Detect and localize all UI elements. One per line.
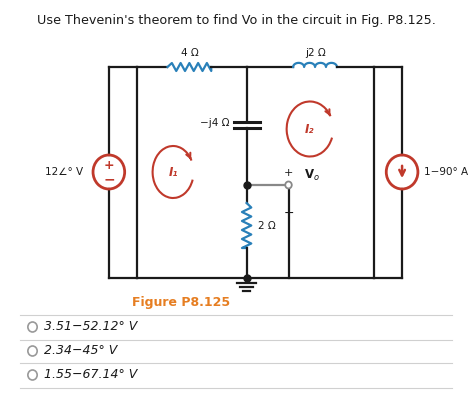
Text: −: −: [103, 172, 115, 186]
Text: Figure P8.125: Figure P8.125: [132, 296, 230, 309]
Text: −: −: [283, 206, 294, 219]
Text: $\mathbf{V}_o$: $\mathbf{V}_o$: [304, 168, 320, 183]
Circle shape: [285, 181, 292, 188]
Text: 3.51−52.12° V: 3.51−52.12° V: [44, 320, 137, 333]
Text: 1−90° A: 1−90° A: [424, 167, 468, 177]
Text: Use Thevenin's theorem to find Vo in the circuit in Fig. P8.125.: Use Thevenin's theorem to find Vo in the…: [37, 14, 436, 27]
Text: 2.34−45° V: 2.34−45° V: [44, 345, 117, 358]
Text: −j4 Ω: −j4 Ω: [201, 118, 230, 128]
Text: 12∠° V: 12∠° V: [45, 167, 83, 177]
Text: j2 Ω: j2 Ω: [305, 48, 326, 58]
Text: 4 Ω: 4 Ω: [181, 48, 199, 58]
Text: I₂: I₂: [305, 122, 315, 135]
Text: 1.55−67.14° V: 1.55−67.14° V: [44, 369, 137, 381]
Text: 2 Ω: 2 Ω: [258, 221, 275, 231]
Text: +: +: [103, 158, 114, 171]
Text: I₁: I₁: [168, 166, 178, 179]
Text: +: +: [284, 168, 293, 178]
